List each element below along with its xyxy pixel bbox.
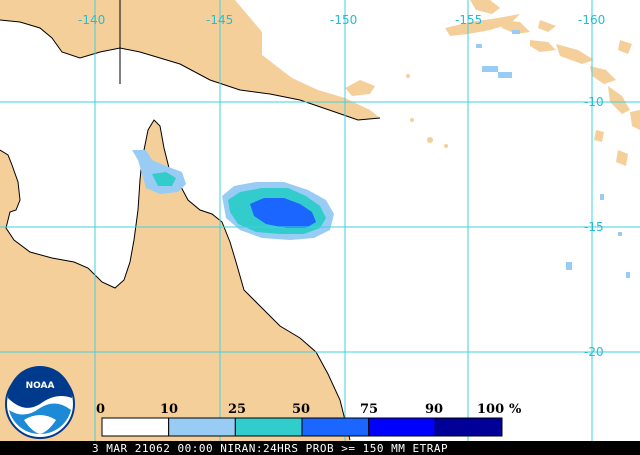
legend-tick-25: 25 [228, 402, 246, 417]
lat-label-20: -20 [584, 345, 604, 359]
solomon-island-2 [530, 40, 556, 52]
solomon-island-4 [590, 66, 616, 84]
speck-4 [600, 194, 604, 200]
small-island-b [427, 137, 433, 143]
solomon-island-1 [500, 20, 530, 34]
lon-label-160: -160 [578, 13, 605, 27]
small-island-a [406, 74, 410, 78]
vanuatu-island-2 [616, 150, 628, 166]
lon-label-140: -140 [78, 13, 105, 27]
speck-1 [482, 66, 498, 72]
lon-label-155: -155 [455, 13, 482, 27]
solomon-island-7 [618, 40, 632, 54]
solomon-island-5 [608, 86, 630, 114]
lon-label-145: -145 [206, 13, 233, 27]
vanuatu-island-1 [594, 130, 604, 142]
small-island-c [444, 144, 448, 148]
lat-label-10: -10 [584, 95, 604, 109]
prob-area-cape-york-25 [152, 172, 176, 186]
graticule [0, 0, 640, 445]
legend-tick-50: 50 [292, 402, 310, 417]
png-coast-outline [0, 19, 381, 121]
legend-color-bar [101, 417, 503, 437]
footer-caption: 3 MAR 21062 00:00 NIRAN:24HRS PROB >= 15… [92, 442, 448, 455]
legend-tick-90: 90 [425, 402, 443, 417]
island-east-new-guinea [345, 80, 375, 96]
speck-3 [476, 44, 482, 48]
speck-2 [498, 72, 512, 78]
lon-label-150: -150 [330, 13, 357, 27]
solomon-island-3 [556, 44, 594, 64]
legend: 0 10 25 50 75 90 100 % [96, 402, 522, 437]
noaa-logo: NOAA [5, 366, 75, 439]
speck-7 [626, 272, 630, 278]
speck-6 [618, 232, 622, 236]
vanuatu-island-3 [630, 110, 640, 130]
legend-tick-75: 75 [360, 402, 378, 417]
legend-bin-10-25 [168, 417, 236, 437]
footer-bar [0, 441, 640, 455]
legend-bin-0-10 [101, 417, 170, 437]
new-ireland-island [470, 0, 500, 14]
probability-areas [132, 30, 630, 278]
legend-unit: % [509, 402, 522, 417]
legend-tick-100: 100 [477, 402, 504, 417]
australia-landmass [0, 120, 355, 455]
solomon-island-6 [538, 20, 556, 32]
speck-8 [512, 30, 520, 34]
legend-bin-75-90 [368, 417, 436, 437]
lat-label-15: -15 [584, 220, 604, 234]
small-island-d [410, 118, 414, 122]
speck-5 [566, 262, 572, 270]
noaa-logo-text: NOAA [26, 381, 55, 391]
legend-tick-10: 10 [160, 402, 178, 417]
legend-tick-0: 0 [96, 402, 105, 417]
new-britain-island [445, 14, 520, 36]
legend-bin-50-75 [301, 417, 370, 437]
prob-area-coral-sea-50 [250, 198, 316, 228]
legend-bin-25-50 [234, 417, 303, 437]
legend-bin-90-100 [434, 417, 503, 437]
